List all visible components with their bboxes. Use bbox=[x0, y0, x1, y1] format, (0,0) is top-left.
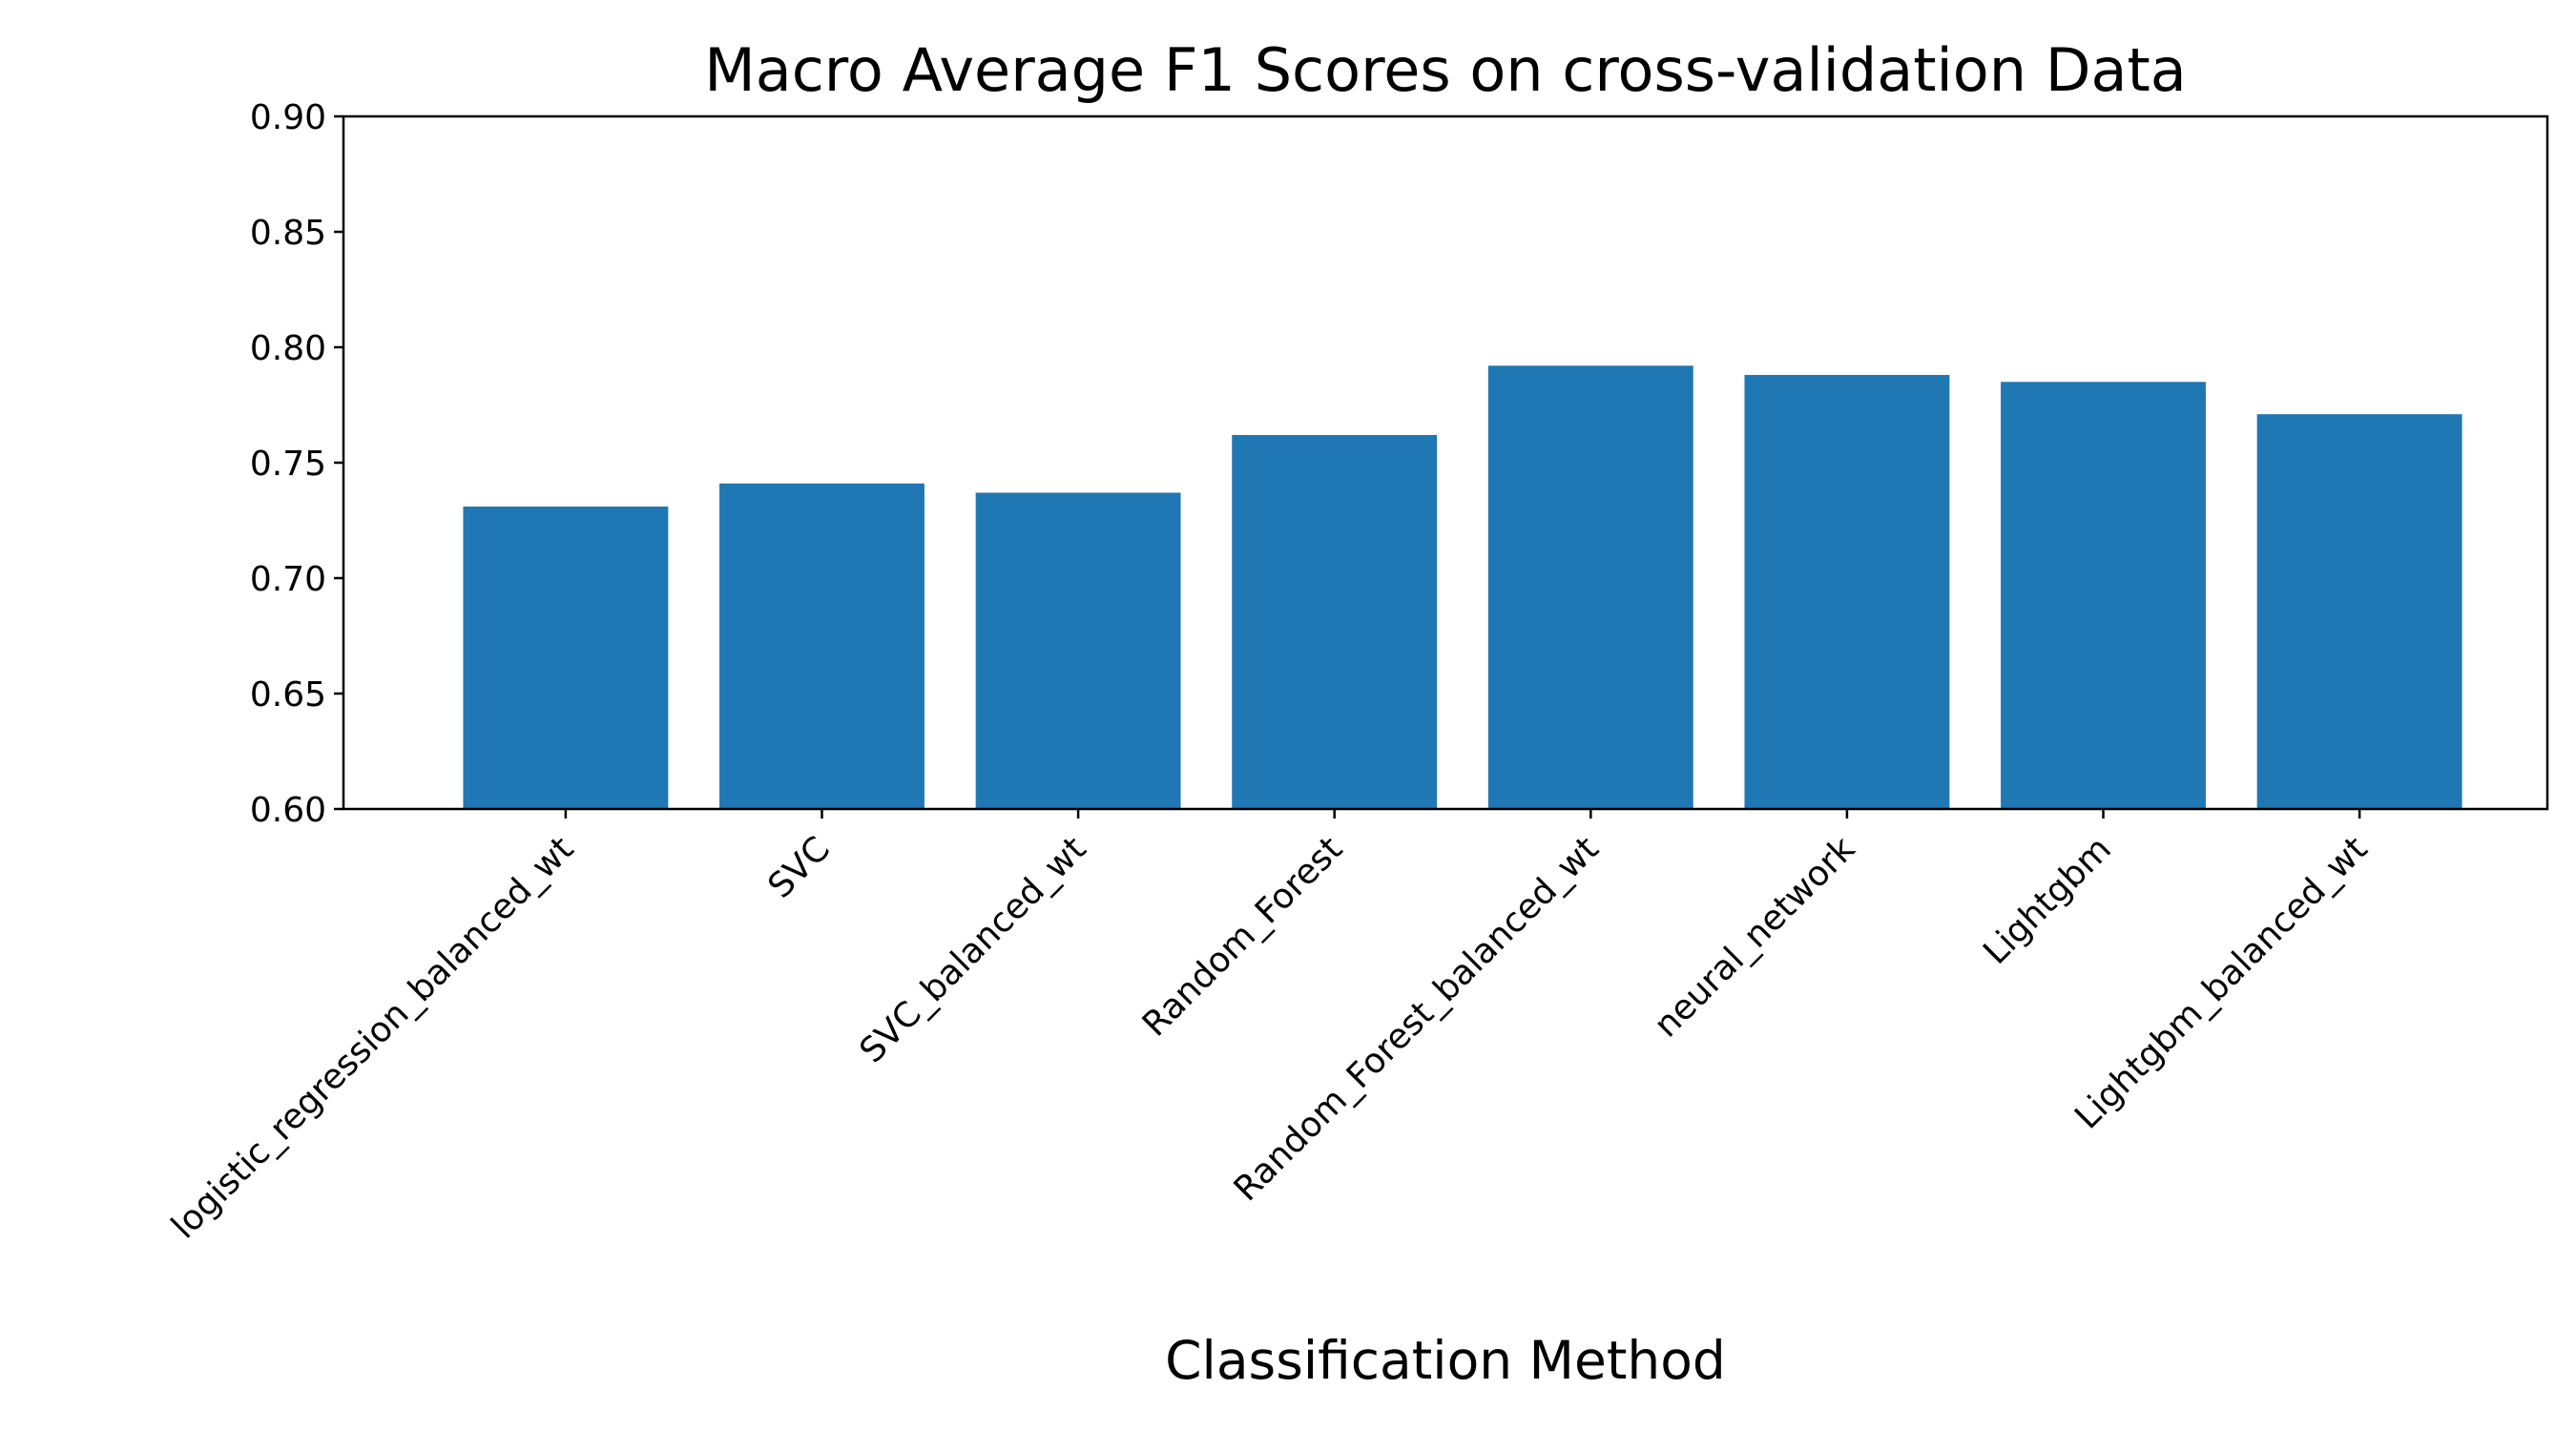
bar-Lightgbm_balanced_wt bbox=[2256, 414, 2462, 809]
y-tick-label: 0.85 bbox=[250, 214, 326, 253]
y-tick-label: 0.75 bbox=[250, 445, 326, 484]
y-tick-label: 0.65 bbox=[250, 675, 326, 715]
y-tick-label: 0.80 bbox=[250, 329, 326, 368]
chart-title: Macro Average F1 Scores on cross-validat… bbox=[704, 35, 2187, 105]
bar-Random_Forest_balanced_wt bbox=[1487, 365, 1693, 809]
bar-Lightgbm bbox=[2001, 382, 2206, 809]
bar-neural_network bbox=[1744, 375, 1950, 809]
bar-SVC_balanced_wt bbox=[975, 492, 1181, 809]
bar-logistic_regression_balanced_wt bbox=[463, 506, 669, 809]
bar-Random_Forest bbox=[1232, 434, 1438, 809]
bar-SVC bbox=[719, 483, 924, 809]
x-axis-label: Classification Method bbox=[1165, 1330, 1726, 1391]
y-tick-label: 0.70 bbox=[250, 560, 326, 599]
y-tick-label: 0.60 bbox=[250, 791, 326, 830]
y-axis: 0.60 0.65 0.70 0.75 0.80 0.85 0.90 bbox=[250, 98, 343, 830]
bars-group bbox=[463, 365, 2462, 809]
y-tick-label: 0.90 bbox=[250, 98, 326, 137]
plot-frame bbox=[342, 114, 2549, 811]
